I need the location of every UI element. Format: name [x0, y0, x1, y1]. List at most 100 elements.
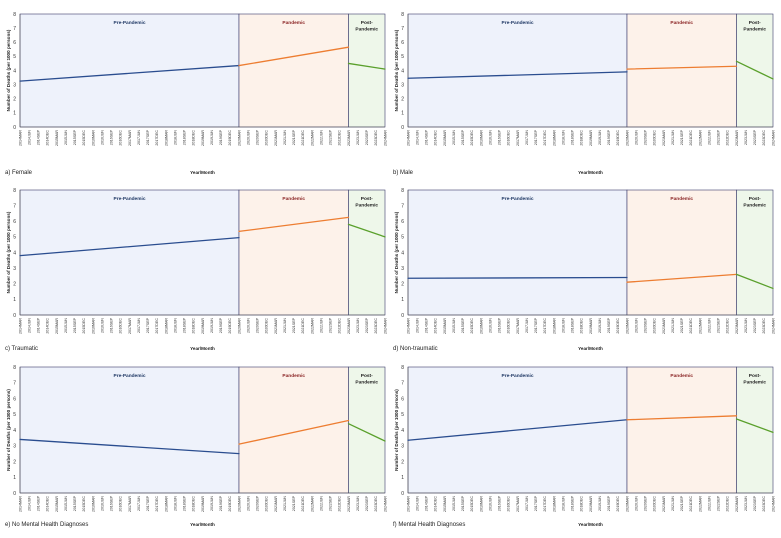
y-tick-label: 5 — [13, 412, 16, 418]
y-tick-label: 6 — [13, 40, 16, 46]
x-tick-label: 2017SEP — [534, 495, 538, 511]
x-tick-label: 2021DEC — [689, 130, 693, 146]
x-tick-label: 2018JUN — [561, 130, 565, 145]
y-tick-label: 4 — [13, 68, 16, 74]
period-label: Pandemic — [282, 196, 305, 202]
x-tick-label: 2021SEP — [292, 129, 296, 145]
x-tick-label: 2017JUN — [137, 130, 141, 145]
x-tick-label: 2022DEC — [726, 496, 730, 512]
x-tick-label: 2016DEC — [507, 496, 511, 512]
x-tick-label: 2015SEP — [73, 495, 77, 511]
period-label: Pre-Pandemic — [114, 20, 146, 26]
x-tick-label: 2022DEC — [338, 496, 342, 512]
x-tick-label: 2023DEC — [374, 496, 378, 512]
x-tick-label: 2014SEP — [37, 129, 41, 145]
x-tick-label: 2021JUN — [671, 496, 675, 511]
x-tick-label: 2022MAR — [698, 496, 702, 512]
x-tick-label: 2019SEP — [607, 317, 611, 333]
period-band — [626, 366, 737, 494]
panel-caption: c) Traumatic — [5, 346, 38, 352]
period-band — [626, 13, 737, 128]
x-tick-label: 2020SEP — [644, 317, 648, 333]
series-line-post-pandemic — [735, 273, 774, 290]
x-tick-label: 2016DEC — [507, 130, 511, 146]
x-tick-label: 2017MAR — [516, 496, 520, 512]
x-tick-label: 2016MAR — [91, 496, 95, 512]
chart-panel-2: Pre-Pandemic Pandemic Post-Pandemic 0 1 2 3 4 5 6… — [393, 12, 775, 176]
y-tick-label: 5 — [401, 235, 404, 241]
x-tick-label: 2018DEC — [580, 318, 584, 334]
x-tick-label: 2020SEP — [256, 129, 260, 145]
x-tick-label: 2019MAR — [201, 318, 205, 334]
x-tick-label: 2018JUN — [173, 318, 177, 333]
x-tick-label: 2014SEP — [37, 317, 41, 333]
x-tick-label: 2015JUN — [452, 496, 456, 511]
x-tick-label: 2014DEC — [46, 130, 50, 146]
x-tick-label: 2014DEC — [46, 318, 50, 334]
period-label: Post-Pandemic — [355, 20, 378, 33]
x-tick-label: 2023MAR — [735, 318, 739, 334]
y-tick-label: 5 — [13, 54, 16, 60]
y-tick-label: 4 — [401, 68, 404, 74]
x-tick-label: 2023SEP — [753, 495, 757, 511]
period-band — [238, 366, 349, 494]
x-tick-label: 2018JUN — [173, 496, 177, 511]
x-tick-label: 2017JUN — [525, 318, 529, 333]
x-tick-label: 2020DEC — [265, 318, 269, 334]
period-band — [238, 13, 349, 128]
x-tick-label: 2023SEP — [365, 317, 369, 333]
x-tick-label: 2017JUN — [137, 496, 141, 511]
period-label: Pandemic — [670, 373, 693, 379]
period-label: Post-Pandemic — [743, 196, 766, 209]
y-tick-label: 2 — [401, 282, 404, 288]
y-tick-label: 2 — [13, 459, 16, 465]
x-tick-label: 2021DEC — [301, 318, 305, 334]
y-tick-label: 2 — [401, 97, 404, 103]
x-tick-label: 2016SEP — [110, 129, 114, 145]
x-tick-label: 2022SEP — [717, 129, 721, 145]
y-tick-label: 1 — [13, 111, 16, 117]
x-tick-label: 2019SEP — [219, 129, 223, 145]
period-label: Pandemic — [670, 196, 693, 202]
x-tick-label: 2024MAR — [383, 130, 387, 146]
period-band — [407, 13, 628, 128]
x-tick-label: 2022DEC — [338, 318, 342, 334]
y-tick-label: 4 — [13, 250, 16, 256]
series-line-pre-pandemic — [407, 276, 628, 279]
x-tick-label: 2018MAR — [164, 130, 168, 146]
period-label: Pandemic — [670, 20, 693, 26]
x-tick-label: 2018JUN — [561, 496, 565, 511]
y-tick-label: 2 — [13, 97, 16, 103]
y-tick-label: 1 — [13, 297, 16, 303]
x-tick-label: 2017SEP — [146, 129, 150, 145]
period-band — [348, 366, 386, 494]
y-tick-label: 1 — [401, 297, 404, 303]
x-tick-label: 2016DEC — [119, 130, 123, 146]
y-axis-label: Number of Deaths (per 1000 persons) — [6, 29, 11, 111]
chart-panel-6: Pre-Pandemic Pandemic Post-Pandemic 0 1 2 3 4 5 6… — [393, 365, 775, 528]
x-tick-label: 2022MAR — [698, 130, 702, 146]
series-line-post-pandemic — [347, 223, 386, 238]
x-tick-label: 2014DEC — [434, 318, 438, 334]
x-tick-label: 2023JUN — [744, 318, 748, 333]
x-tick-label: 2018SEP — [183, 129, 187, 145]
period-band — [19, 366, 240, 494]
y-axis-label: Number of Deaths (per 1000 persons) — [394, 29, 399, 111]
x-tick-label: 2017DEC — [543, 318, 547, 334]
chart-panel-3: Pre-Pandemic Pandemic Post-Pandemic 0 1 2 3 4 5 6… — [5, 188, 387, 352]
period-label: Post-Pandemic — [743, 20, 766, 33]
x-tick-label: 2022JUN — [319, 130, 323, 145]
x-tick-label: 2017DEC — [543, 130, 547, 146]
x-tick-label: 2019SEP — [219, 495, 223, 511]
series-line-pre-pandemic — [19, 64, 240, 82]
x-tick-label: 2014SEP — [425, 495, 429, 511]
x-tick-label: 2017SEP — [534, 317, 538, 333]
x-tick-label: 2017DEC — [155, 496, 159, 512]
x-tick-label: 2018MAR — [552, 130, 556, 146]
period-band — [626, 189, 737, 316]
x-tick-label: 2016DEC — [119, 318, 123, 334]
x-tick-label: 2022MAR — [310, 318, 314, 334]
x-tick-label: 2016JUN — [488, 130, 492, 145]
x-tick-label: 2016SEP — [110, 317, 114, 333]
